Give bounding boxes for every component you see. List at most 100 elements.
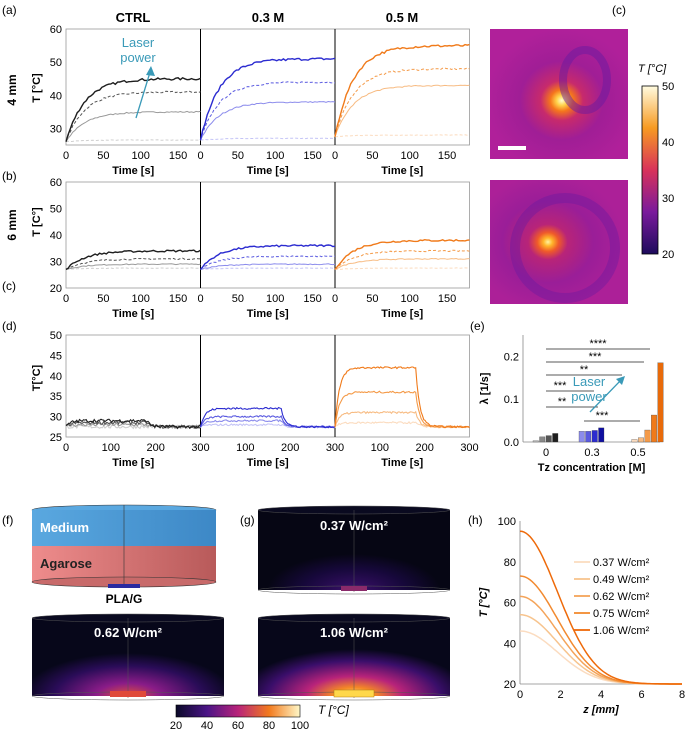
geometry-model: Medium Agarose PLA/G [31, 504, 217, 606]
sig-label-0: **** [589, 338, 607, 350]
bar-e-1-0 [578, 431, 585, 443]
sim-0p37-disc [341, 586, 367, 591]
legend-label-h-4: 1.06 W/cm² [593, 625, 650, 637]
series-b-m03-3 [199, 244, 336, 270]
plag-disc [108, 584, 140, 588]
bar-e-0-0 [532, 440, 539, 443]
agarose-label: Agarose [40, 556, 92, 571]
row-label-4mm: 4 mm [5, 74, 19, 105]
legend-label-h-1: 0.49 W/cm² [593, 574, 650, 586]
xtick-b: 50 [232, 293, 244, 305]
xtick-a: 150 [438, 150, 456, 162]
xtick-d: 200 [146, 442, 164, 454]
laser-label-a-2: power [120, 50, 156, 65]
frame-a [65, 28, 470, 146]
chart-e: 0.0 0.1 0.2 λ [1/s] Tz concentration [M] 0 0.3… [479, 335, 664, 474]
series-d-m03-3 [199, 406, 336, 429]
xtick-h: 0 [517, 689, 523, 701]
ylabel-a: T [°C] [31, 73, 43, 103]
series-a-m05-2 [334, 67, 470, 137]
laser-arrowhead-e [616, 376, 625, 385]
ytick-a: 50 [50, 57, 62, 69]
ytick-h: 40 [504, 638, 516, 650]
xtick-h: 2 [557, 689, 563, 701]
ytick-a: 40 [50, 90, 62, 102]
sim-0p37: 0.37 W/cm² [257, 505, 451, 595]
ytick-b: 60 [50, 177, 62, 189]
bar-e-2-1 [638, 437, 644, 443]
xlabel-a: Time [s] [112, 165, 154, 177]
xtick-a: 0 [332, 150, 338, 162]
laser-arrow-e [589, 378, 623, 413]
ytick-b: 20 [50, 283, 62, 295]
series-a-ctrl-0 [65, 139, 201, 143]
ytick-d: 30 [50, 412, 62, 424]
series-a-m05-1 [334, 84, 470, 137]
panel-label-b: (b) [2, 169, 17, 183]
laser-label-e-2: power [571, 389, 607, 404]
chart-a: 30 40 50 60 0 50 100 150 Time [s] 0 50 100 150 Time [… [50, 24, 470, 177]
ytick-h: 20 [504, 679, 516, 691]
ytick-d: 50 [50, 330, 62, 342]
xtick-h: 6 [638, 689, 644, 701]
series-b-ctrl-0 [65, 267, 201, 270]
thermal-ring-top [559, 46, 611, 114]
xtick-a: 100 [132, 150, 150, 162]
bar-e-0-2 [545, 435, 552, 443]
legend-label-h-2: 0.62 W/cm² [593, 591, 650, 603]
row-label-6mm: 6 mm [5, 209, 19, 240]
bar-e-2-3 [651, 414, 657, 443]
xlabel-d: Time [s] [112, 457, 154, 469]
ytick-b: 40 [50, 230, 62, 242]
xtick-d: 100 [102, 442, 120, 454]
laser-label-a-1: Laser [122, 35, 155, 50]
ytick-d: 25 [50, 432, 62, 444]
xlabel-b: Time [s] [247, 308, 289, 320]
ytick-h: 60 [504, 598, 516, 610]
panel-label-a: (a) [2, 3, 17, 17]
xtick-h: 4 [598, 689, 604, 701]
ytick-d: 35 [50, 391, 62, 403]
xtick-d: 0 [63, 442, 69, 454]
ytick-h: 80 [504, 557, 516, 569]
xtick-b: 50 [97, 293, 109, 305]
bar-e-1-3 [598, 427, 605, 443]
sim-1p06-label: 1.06 W/cm² [320, 625, 389, 640]
xlabel-a: Time [s] [381, 165, 423, 177]
series-a-ctrl-3 [65, 76, 201, 142]
series-a-m03-2 [200, 81, 335, 141]
xtick-b: 150 [438, 293, 456, 305]
xlabel-e: Tz concentration [M] [538, 462, 646, 474]
ylabel-b: T [C°] [31, 207, 43, 237]
xlabel-d: Time [s] [247, 457, 289, 469]
series-b-m05-1 [334, 257, 470, 270]
panel-label-c: (c) [2, 279, 16, 293]
thermal-colorbar [641, 85, 659, 255]
sim-tick-80: 80 [263, 720, 275, 730]
xtick-d: 200 [415, 442, 433, 454]
xtick-e: 0.5 [630, 447, 645, 459]
medium-label: Medium [40, 520, 89, 535]
sim-tick-20: 20 [170, 720, 182, 730]
ytick-e: 0.2 [504, 351, 519, 363]
xtick-d: 300 [460, 442, 478, 454]
panel-label-e: (e) [470, 319, 485, 333]
xtick-a: 100 [401, 150, 419, 162]
xtick-b: 150 [169, 293, 187, 305]
series-a-ctrl-2 [65, 90, 201, 142]
xtick-b: 50 [366, 293, 378, 305]
bar-e-2-0 [631, 439, 638, 443]
series-b-ctrl-2 [65, 257, 201, 270]
xtick-a: 0 [197, 150, 203, 162]
sim-1p06-disc [333, 689, 375, 698]
laser-arrowhead-a [146, 66, 155, 76]
scale-bar [498, 146, 526, 150]
bar-e-0-3 [552, 433, 559, 443]
col-label-03m: 0.3 M [252, 10, 285, 25]
thermal-ring-bottom [510, 193, 620, 303]
sig-label-1: *** [589, 351, 603, 363]
ytick-e: 0.0 [504, 437, 519, 449]
ylabel-e: λ [1/s] [479, 372, 491, 404]
sig-label-5: *** [596, 410, 610, 422]
